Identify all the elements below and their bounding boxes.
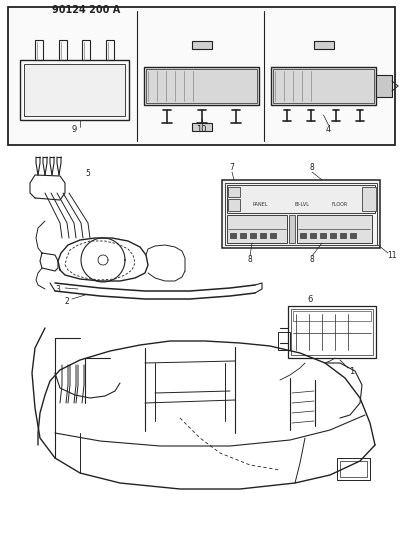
Bar	[300, 233, 306, 238]
Text: 7: 7	[230, 164, 235, 173]
Bar	[106, 40, 114, 60]
Text: FLOOR: FLOOR	[332, 201, 348, 206]
Bar	[376, 75, 392, 97]
Text: 1: 1	[349, 367, 355, 376]
Bar	[35, 40, 44, 60]
Ellipse shape	[197, 119, 206, 131]
Bar	[320, 233, 326, 238]
Text: 5: 5	[85, 168, 90, 177]
Bar	[228, 199, 240, 211]
Text: 8: 8	[310, 164, 314, 173]
Bar	[289, 215, 295, 243]
Bar	[8, 7, 395, 145]
Text: BI-LVL: BI-LVL	[295, 201, 310, 206]
Bar	[278, 332, 290, 350]
Bar	[146, 69, 257, 103]
Text: 3: 3	[56, 286, 60, 295]
Bar	[310, 233, 316, 238]
Bar	[250, 233, 256, 238]
Bar	[273, 69, 374, 103]
Bar	[227, 185, 375, 213]
Text: 90124 200 A: 90124 200 A	[52, 5, 120, 15]
Bar	[20, 60, 129, 120]
Bar	[82, 40, 90, 60]
Bar	[330, 233, 336, 238]
Bar	[297, 215, 372, 243]
Ellipse shape	[197, 39, 206, 51]
Bar	[59, 40, 67, 60]
Bar	[271, 67, 376, 105]
Bar	[191, 123, 212, 131]
Text: 2: 2	[64, 296, 69, 305]
Text: 4: 4	[326, 125, 331, 133]
Bar	[291, 309, 373, 355]
Bar	[293, 311, 371, 321]
Bar	[24, 64, 125, 116]
Bar	[337, 458, 370, 480]
Bar	[260, 233, 266, 238]
Text: 11: 11	[387, 252, 397, 261]
Bar	[227, 215, 287, 243]
Bar	[340, 233, 346, 238]
Bar	[340, 461, 367, 477]
Text: 8: 8	[247, 255, 252, 264]
Bar	[225, 183, 377, 245]
Bar	[144, 67, 259, 105]
Text: 9: 9	[72, 125, 77, 133]
Bar	[314, 41, 334, 49]
Bar	[222, 180, 380, 248]
Bar	[270, 233, 276, 238]
Text: PANEL: PANEL	[252, 201, 268, 206]
Bar	[362, 187, 376, 211]
Bar	[191, 41, 212, 49]
Text: 10: 10	[196, 125, 207, 133]
Bar	[350, 233, 356, 238]
Bar	[228, 187, 240, 197]
Text: 8: 8	[310, 255, 314, 264]
Text: 6: 6	[307, 295, 313, 304]
Bar	[230, 233, 236, 238]
Bar	[240, 233, 246, 238]
Bar	[288, 306, 376, 358]
Ellipse shape	[318, 39, 328, 51]
